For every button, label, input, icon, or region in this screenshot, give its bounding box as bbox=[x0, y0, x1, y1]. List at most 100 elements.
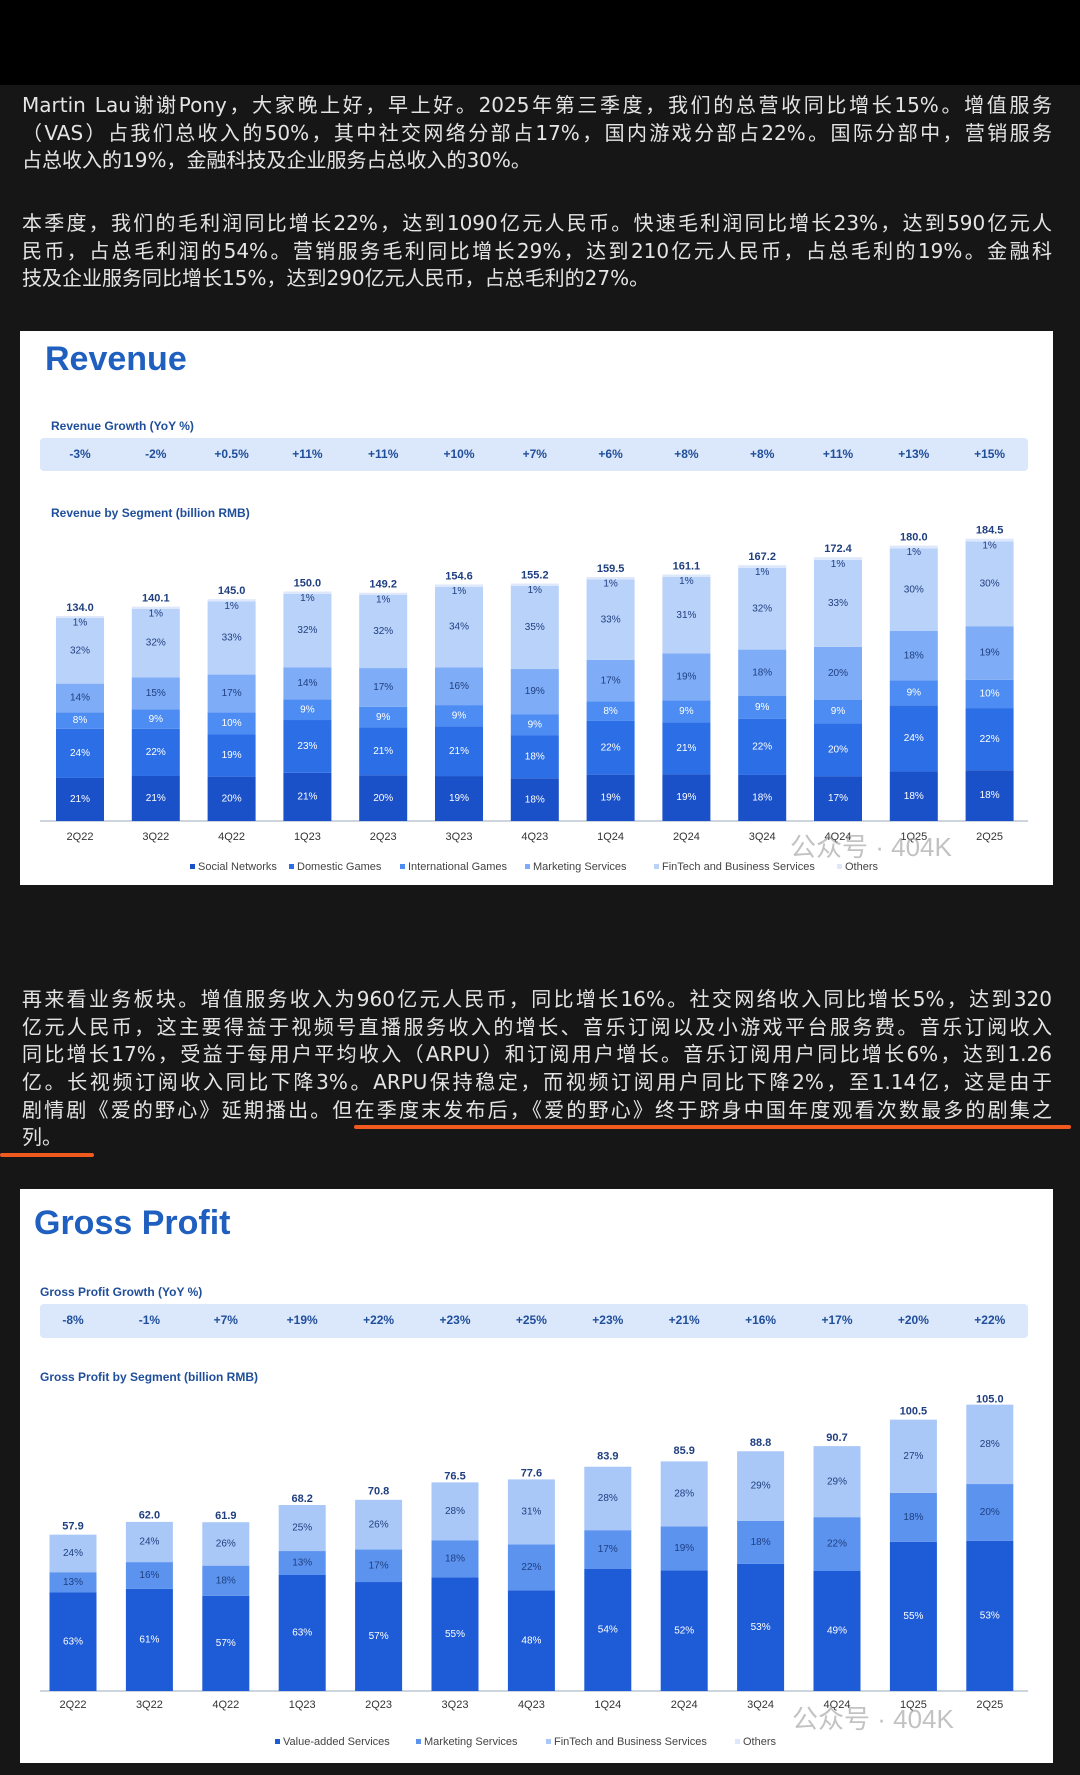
paragraph: 再来看业务板块。增值服务收入为960亿元人民币，同比增长16%。社交网络收入同比… bbox=[22, 986, 1052, 1152]
bar-segment bbox=[662, 700, 711, 723]
segment-label: 27% bbox=[903, 1451, 923, 1462]
highlight-underline bbox=[0, 1153, 94, 1157]
total-label: 90.7 bbox=[826, 1432, 847, 1444]
bar-segment bbox=[965, 538, 1014, 542]
growth-label: Gross Profit Growth (YoY %) bbox=[40, 1285, 202, 1299]
segment-label: 28% bbox=[980, 1439, 1000, 1450]
bar-segment bbox=[202, 1522, 250, 1566]
bar-segment bbox=[814, 557, 862, 560]
legend-label: Social Networks bbox=[198, 861, 277, 873]
bar-segment bbox=[131, 775, 180, 821]
slide: Gross Profit Gross Profit Growth (YoY %) -… bbox=[20, 1189, 1053, 1763]
bar-segment bbox=[359, 668, 408, 707]
bar-segment bbox=[56, 615, 104, 619]
x-tick-label: 2Q22 bbox=[60, 1699, 87, 1711]
legend-label: Others bbox=[845, 861, 879, 873]
x-tick-label: 2Q24 bbox=[671, 1699, 698, 1711]
total-label: 62.0 bbox=[139, 1510, 160, 1522]
bar-segment bbox=[889, 630, 938, 681]
top-bar bbox=[0, 0, 1080, 85]
bar-segment bbox=[283, 772, 332, 821]
segment-label: 1% bbox=[73, 618, 88, 629]
segment-label: 18% bbox=[903, 1512, 923, 1523]
segment-label: 23% bbox=[297, 741, 317, 752]
legend-label: FinTech and Business Services bbox=[662, 861, 815, 873]
segment-label: 18% bbox=[216, 1575, 236, 1586]
segment-label: 1% bbox=[982, 540, 997, 551]
segment-label: 22% bbox=[601, 742, 621, 753]
segment-label: 22% bbox=[827, 1539, 847, 1550]
total-label: 150.0 bbox=[294, 577, 322, 589]
segment-label: 24% bbox=[70, 748, 90, 759]
x-tick-label: 2Q22 bbox=[67, 831, 94, 843]
segment-label: 63% bbox=[63, 1636, 83, 1647]
segment-label: 15% bbox=[146, 688, 166, 699]
bar-segment bbox=[737, 1563, 785, 1691]
segment-label: 20% bbox=[980, 1507, 1000, 1518]
total-label: 159.5 bbox=[597, 563, 625, 575]
bar-segment bbox=[131, 677, 180, 710]
segment-label: 54% bbox=[598, 1624, 618, 1635]
x-tick-label: 4Q24 bbox=[824, 1699, 851, 1711]
legend-swatch bbox=[546, 1739, 551, 1744]
growth-value: +7% bbox=[214, 1313, 239, 1327]
total-label: 88.8 bbox=[750, 1437, 771, 1449]
segment-label: 18% bbox=[525, 794, 545, 805]
segment-label: 33% bbox=[601, 614, 621, 625]
bar-segment bbox=[889, 680, 938, 706]
growth-value: +13% bbox=[898, 447, 929, 461]
segment-label: 21% bbox=[676, 743, 696, 754]
x-tick-label: 2Q23 bbox=[365, 1699, 392, 1711]
total-label: 76.5 bbox=[444, 1470, 465, 1482]
growth-value: -1% bbox=[139, 1313, 161, 1327]
bar-segment bbox=[813, 1517, 861, 1572]
bar-segment bbox=[283, 667, 332, 700]
bar-segment bbox=[49, 1572, 97, 1593]
segment-label: 16% bbox=[449, 681, 469, 692]
segment-label: 63% bbox=[292, 1628, 312, 1639]
bar-segment bbox=[662, 774, 711, 821]
segment-label: 55% bbox=[445, 1629, 465, 1640]
bar-segment bbox=[56, 728, 104, 778]
bar-segment bbox=[660, 1526, 708, 1571]
segment-label: 19% bbox=[676, 671, 696, 682]
bar-segment bbox=[510, 585, 559, 670]
segment-label: 17% bbox=[828, 793, 848, 804]
segment-label: 9% bbox=[376, 712, 391, 723]
bar-segment bbox=[584, 1530, 632, 1569]
x-tick-label: 4Q22 bbox=[212, 1699, 239, 1711]
total-label: 161.1 bbox=[673, 560, 701, 572]
x-tick-label: 1Q23 bbox=[289, 1699, 316, 1711]
bar-segment bbox=[131, 709, 180, 729]
bar-segment bbox=[202, 1595, 250, 1691]
segment-label: 21% bbox=[146, 793, 166, 804]
bar-segment bbox=[814, 699, 862, 724]
segment-label: 26% bbox=[216, 1539, 236, 1550]
highlight-underline bbox=[354, 1125, 1071, 1129]
bar-segment bbox=[586, 579, 635, 660]
segment-label: 35% bbox=[525, 622, 545, 633]
segment-label: 17% bbox=[598, 1544, 618, 1555]
bar-segment bbox=[435, 586, 483, 668]
bar-segment bbox=[435, 776, 483, 821]
bar-segment bbox=[584, 1568, 632, 1691]
segment-label: 1% bbox=[907, 547, 922, 558]
segment-label: 32% bbox=[297, 625, 317, 636]
x-tick-label: 4Q23 bbox=[521, 831, 548, 843]
bar-segment bbox=[737, 1451, 785, 1521]
chart: Gross Profit Gross Profit Growth (YoY %) -… bbox=[34, 1204, 1028, 1748]
segment-label: 10% bbox=[222, 718, 242, 729]
total-label: 140.1 bbox=[142, 593, 170, 605]
segment-label: 21% bbox=[297, 792, 317, 803]
segment-label: 18% bbox=[525, 752, 545, 763]
x-tick-label: 4Q22 bbox=[218, 831, 245, 843]
bar-segment bbox=[283, 593, 332, 668]
segment-label: 57% bbox=[216, 1638, 236, 1649]
growth-value: +11% bbox=[823, 447, 854, 461]
total-label: 180.0 bbox=[900, 532, 928, 544]
bar-segment bbox=[584, 1466, 632, 1531]
segment-label: 30% bbox=[980, 579, 1000, 590]
bar-segment bbox=[507, 1590, 555, 1691]
bar-segment bbox=[355, 1499, 403, 1550]
bar-segment bbox=[207, 599, 256, 602]
